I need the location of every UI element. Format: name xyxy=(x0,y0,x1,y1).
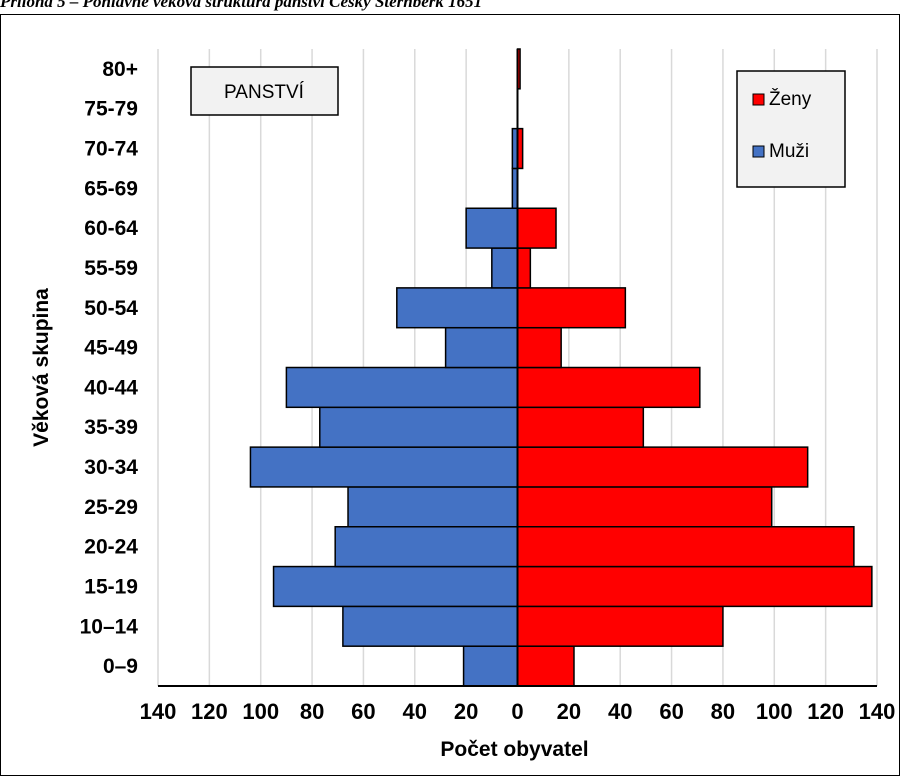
x-tick-label: 80 xyxy=(711,699,735,724)
y-tick-label: 40-44 xyxy=(84,376,138,399)
population-pyramid-chart: 140 120 100 80 60 40 20 0 20 40 60 80 100 120 1400–910… xyxy=(30,48,896,761)
x-tick-label: 120 xyxy=(191,699,228,724)
bar-zeny-50-54 xyxy=(516,287,627,329)
bar-zeny-20-24 xyxy=(516,526,855,568)
y-tick-label: 50-54 xyxy=(84,297,138,320)
x-tick-label: 140 xyxy=(140,699,177,724)
legend-swatch xyxy=(752,93,765,106)
y-tick-label: 15-19 xyxy=(84,575,138,598)
x-tick-label: 60 xyxy=(351,699,375,724)
legend-label: Ženy xyxy=(769,88,812,110)
y-tick-label: 30-34 xyxy=(84,456,138,479)
x-tick-label: 60 xyxy=(659,699,683,724)
bar-zeny-45-49 xyxy=(516,326,562,369)
y-tick-label: 75-79 xyxy=(84,98,138,121)
x-tick-label: 120 xyxy=(807,699,844,724)
x-tick-label: 0 xyxy=(511,699,523,724)
chart-frame: 140 120 100 80 60 40 20 0 20 40 60 80 100 120 140 0–9 10… xyxy=(0,14,900,776)
x-axis-title: Počet obyvatel xyxy=(440,738,588,761)
y-tick-label: 35-39 xyxy=(84,416,138,439)
legend-label: Muži xyxy=(769,141,809,162)
y-tick-label: 20-24 xyxy=(84,536,138,559)
y-tick-label: 10–14 xyxy=(80,615,139,638)
bar-muzi-30-34 xyxy=(249,446,519,488)
inset-label-box xyxy=(190,66,339,116)
bar-muzi-15-19 xyxy=(272,565,519,608)
bar-muzi-10–14 xyxy=(342,605,519,647)
bar-muzi-50-54 xyxy=(396,287,519,329)
inset-label: PANSTVÍ xyxy=(224,82,305,103)
bar-zeny-25-29 xyxy=(516,486,773,528)
y-tick-label: 45-49 xyxy=(84,337,138,360)
bar-zeny-30-34 xyxy=(516,446,809,488)
bar-zeny-0–9 xyxy=(516,645,575,687)
bar-muzi-40-44 xyxy=(285,366,519,409)
legend-swatch xyxy=(752,145,765,158)
x-tick-label: 100 xyxy=(242,699,279,724)
y-tick-label: 55-59 xyxy=(84,257,138,280)
y-axis-title: Věková skupina xyxy=(30,288,53,447)
x-tick-label: 80 xyxy=(300,699,324,724)
bar-muzi-0–9 xyxy=(462,645,519,687)
x-tick-label: 100 xyxy=(756,699,793,724)
x-tick-label: 20 xyxy=(557,699,581,724)
bar-zeny-60-64 xyxy=(516,207,557,249)
y-tick-label: 60-64 xyxy=(84,217,138,240)
bar-zeny-40-44 xyxy=(516,366,701,409)
bar-muzi-35-39 xyxy=(319,406,519,448)
x-tick-label: 20 xyxy=(454,699,478,724)
bar-zeny-55-59 xyxy=(516,247,532,289)
bar-muzi-25-29 xyxy=(347,486,519,528)
legend-box xyxy=(736,70,846,188)
x-tick-label: 40 xyxy=(403,699,427,724)
bar-muzi-20-24 xyxy=(334,526,519,568)
bar-zeny-35-39 xyxy=(516,406,645,448)
bar-zeny-10–14 xyxy=(516,605,724,647)
y-tick-label: 70-74 xyxy=(84,138,138,161)
figure-caption: Příloha 5 – Pohlavně věková struktura pa… xyxy=(0,0,483,11)
bar-muzi-55-59 xyxy=(491,247,519,289)
bar-muzi-60-64 xyxy=(465,207,519,249)
y-tick-label: 25-29 xyxy=(84,496,138,519)
bar-zeny-15-19 xyxy=(516,565,873,608)
x-tick-label: 140 xyxy=(859,699,896,724)
y-tick-label: 65-69 xyxy=(84,177,138,200)
bar-muzi-45-49 xyxy=(444,326,519,369)
y-tick-label: 0–9 xyxy=(103,655,138,678)
y-tick-label: 80+ xyxy=(102,58,138,81)
x-tick-label: 40 xyxy=(608,699,632,724)
